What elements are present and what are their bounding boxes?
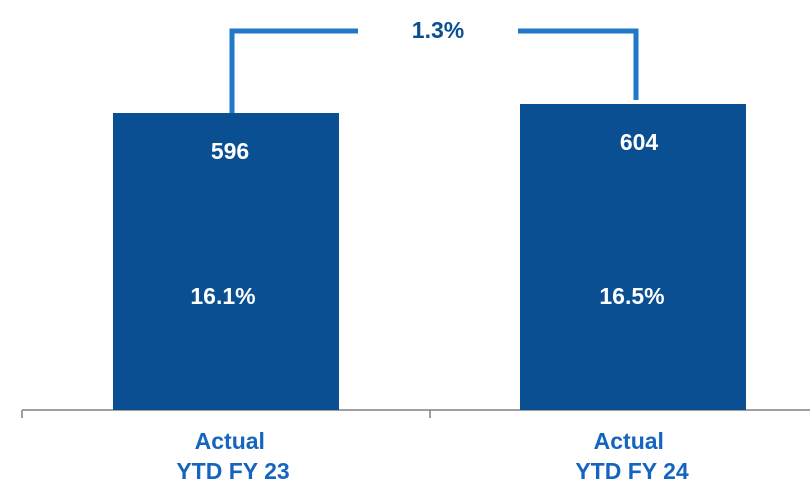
category-label-fy24-line2: YTD FY 24	[575, 458, 689, 484]
growth-percent-label: 1.3%	[412, 17, 464, 43]
category-label-fy23-line1: Actual	[195, 428, 265, 454]
bar-value-label-fy24: 604	[620, 129, 659, 155]
growth-connector-right	[518, 28, 639, 100]
growth-connector-left	[229, 28, 358, 113]
bar-percent-label-fy23: 16.1%	[190, 283, 255, 309]
bar-value-label-fy23: 596	[211, 138, 249, 164]
category-label-fy24: Actual YTD FY 24	[575, 428, 689, 484]
category-label-fy23: Actual YTD FY 23	[176, 428, 289, 484]
bar-percent-label-fy24: 16.5%	[599, 283, 664, 309]
category-label-fy24-line1: Actual	[594, 428, 664, 454]
category-label-fy23-line2: YTD FY 23	[176, 458, 289, 484]
bar-ytd-fy23	[113, 113, 339, 410]
bar-ytd-fy24	[520, 104, 746, 410]
